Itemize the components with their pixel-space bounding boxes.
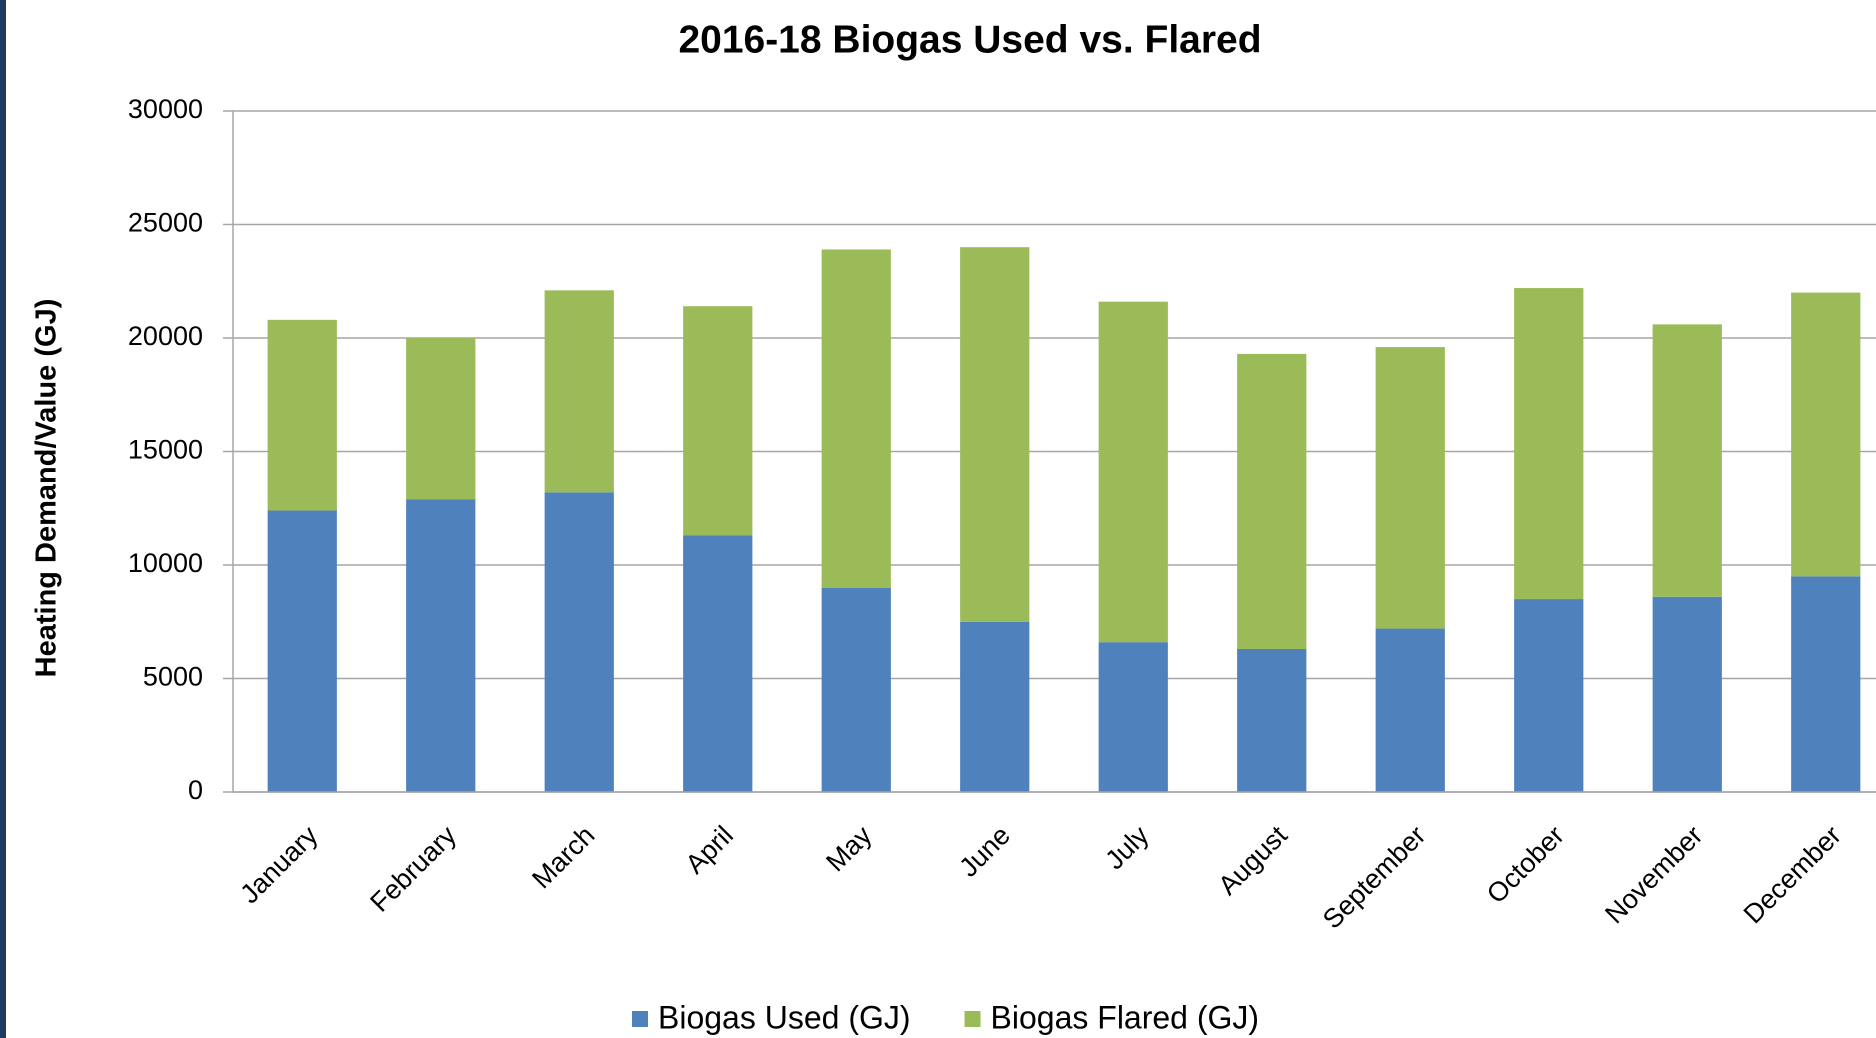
bar-segment: [683, 306, 753, 536]
legend-label: Biogas Flared (GJ): [991, 999, 1260, 1035]
x-tick-label: May: [820, 820, 878, 878]
y-tick-label: 15000: [128, 435, 203, 465]
bar-segment: [1237, 648, 1307, 792]
bar-segment: [1514, 288, 1584, 600]
x-tick-label: March: [526, 820, 600, 894]
x-tick-label: October: [1481, 820, 1570, 909]
x-tick-label: April: [680, 820, 739, 879]
y-tick-label: 5000: [143, 662, 203, 692]
bar-segment: [406, 338, 476, 500]
x-tick-label: December: [1738, 820, 1847, 929]
y-tick-label: 30000: [128, 94, 203, 124]
bar-segment: [683, 535, 753, 792]
x-tick-label: June: [953, 820, 1016, 883]
legend-swatch: [632, 1011, 648, 1027]
bar-segment: [1375, 628, 1445, 792]
bar-segment: [960, 621, 1030, 792]
bar-segment: [1098, 301, 1168, 643]
bar-segment: [1791, 576, 1861, 792]
bar-segment: [544, 492, 614, 792]
bar-segment: [1375, 347, 1445, 629]
bar-segment: [267, 319, 337, 511]
x-tick-label: February: [364, 820, 462, 918]
y-tick-label: 25000: [128, 208, 203, 238]
bar-segment: [406, 499, 476, 792]
bar-segment: [821, 249, 891, 588]
background-strip: [0, 0, 6, 1038]
bar-segment: [544, 290, 614, 493]
chart-title: 2016-18 Biogas Used vs. Flared: [678, 18, 1261, 61]
y-tick-label: 0: [188, 775, 203, 805]
x-tick-label: September: [1317, 820, 1432, 935]
bar-segment: [821, 587, 891, 792]
bar-segment: [1791, 292, 1861, 577]
x-tick-label: November: [1599, 820, 1708, 929]
bar-segment: [960, 247, 1030, 622]
x-tick-label: August: [1212, 820, 1293, 901]
x-tick-label: July: [1099, 820, 1155, 876]
y-tick-label: 10000: [128, 548, 203, 578]
bar-segment: [1514, 599, 1584, 792]
bar-segment: [1237, 353, 1307, 649]
y-axis-label: Heating Demand/Value (GJ): [31, 299, 63, 678]
bar-segment: [1652, 324, 1722, 597]
bar-segment: [1098, 642, 1168, 792]
bar-segment: [1652, 596, 1722, 792]
bar-segment: [267, 510, 337, 792]
legend-label: Biogas Used (GJ): [658, 999, 911, 1035]
y-tick-label: 20000: [128, 321, 203, 351]
x-tick-label: January: [234, 820, 323, 909]
legend-swatch: [964, 1011, 981, 1027]
